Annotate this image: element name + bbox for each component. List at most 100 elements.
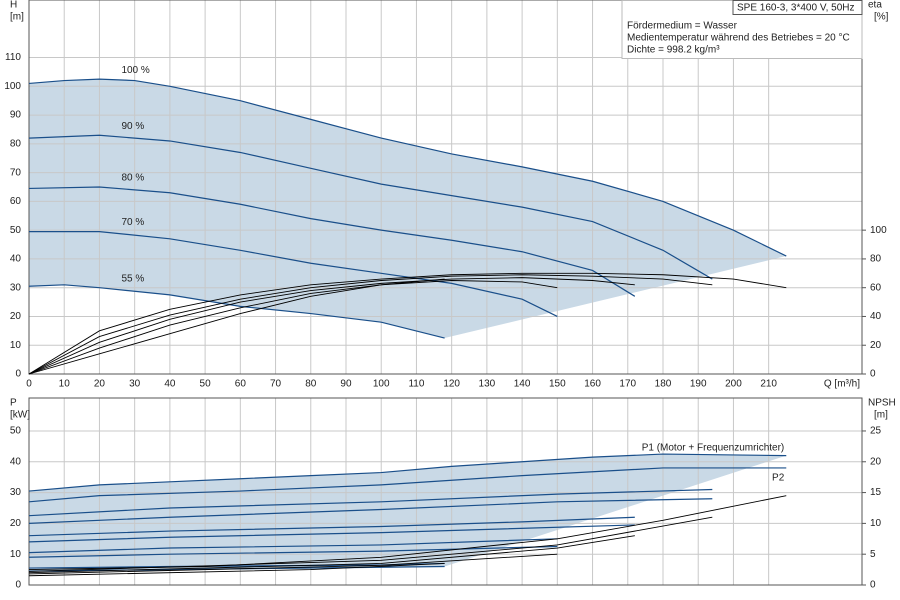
y-tick-label: 30 bbox=[10, 282, 22, 293]
x-tick-label: 170 bbox=[619, 379, 636, 390]
series-label: 70 % bbox=[121, 217, 144, 228]
model-box bbox=[732, 0, 863, 15]
y-axis-label: [m] bbox=[10, 12, 24, 23]
y-axis-label: H bbox=[10, 0, 17, 11]
y-tick-label: 80 bbox=[10, 138, 22, 149]
series-label: P2 bbox=[772, 473, 785, 484]
secondary-line bbox=[28, 553, 558, 575]
secondary-line bbox=[28, 562, 445, 577]
y-tick-label: 90 bbox=[10, 110, 22, 121]
line bbox=[28, 453, 787, 492]
secondary-line bbox=[28, 535, 635, 574]
y2-tick-label: 40 bbox=[870, 311, 882, 322]
y-tick-label: 0 bbox=[15, 580, 21, 591]
x-tick-label: 70 bbox=[270, 379, 282, 390]
secondary-line bbox=[28, 278, 445, 375]
secondary-line bbox=[28, 277, 635, 375]
y-tick-label: 60 bbox=[10, 196, 22, 207]
line bbox=[28, 186, 636, 297]
line bbox=[28, 562, 445, 569]
y2-tick-label: 25 bbox=[870, 426, 882, 437]
y-tick-label: 50 bbox=[10, 225, 22, 236]
operating-range bbox=[29, 454, 787, 572]
x-tick-label: 30 bbox=[129, 379, 141, 390]
x-tick-label: 40 bbox=[164, 379, 176, 390]
y-tick-label: 40 bbox=[10, 254, 22, 265]
x-tick-label: 190 bbox=[690, 379, 707, 390]
line bbox=[29, 230, 558, 318]
plot-frame bbox=[28, 397, 863, 586]
line bbox=[28, 488, 713, 517]
y-tick-label: 50 bbox=[10, 426, 22, 437]
line bbox=[28, 284, 445, 339]
plot-frame bbox=[28, 0, 863, 375]
series-label: 80 % bbox=[121, 173, 144, 184]
y-tick-label: 70 bbox=[10, 167, 22, 178]
y-tick-label: 20 bbox=[10, 311, 22, 322]
y-axis-label: [kW] bbox=[10, 410, 30, 421]
y2-tick-label: 20 bbox=[870, 340, 882, 351]
model-name: SPE 160-3, 3*400 V, 50Hz bbox=[737, 3, 855, 14]
line bbox=[28, 134, 713, 280]
x-tick-label: 130 bbox=[479, 379, 496, 390]
secondary-line bbox=[28, 516, 713, 572]
x-tick-label: 10 bbox=[59, 379, 71, 390]
y2-tick-label: 5 bbox=[870, 549, 876, 560]
line bbox=[28, 516, 635, 537]
y2-axis-label: [m] bbox=[874, 410, 888, 421]
line bbox=[28, 524, 635, 543]
line bbox=[28, 545, 558, 558]
y2-tick-label: 100 bbox=[870, 225, 887, 236]
y2-axis-label: [%] bbox=[874, 12, 889, 23]
series-label: 100 % bbox=[121, 65, 149, 76]
y2-tick-label: 0 bbox=[870, 580, 876, 591]
x-tick-label: 140 bbox=[514, 379, 531, 390]
x-tick-label: 100 bbox=[373, 379, 390, 390]
y-tick-label: 20 bbox=[10, 518, 22, 529]
y2-tick-label: 10 bbox=[870, 518, 882, 529]
info-line: Medientemperatur während des Betriebes =… bbox=[627, 33, 850, 44]
y-tick-label: 0 bbox=[15, 369, 21, 380]
secondary-line bbox=[28, 280, 558, 375]
y-tick-label: 10 bbox=[10, 340, 22, 351]
y-tick-label: 110 bbox=[5, 52, 21, 63]
y2-tick-label: 15 bbox=[870, 487, 882, 498]
series-label: 90 % bbox=[121, 121, 144, 132]
y-tick-label: 10 bbox=[10, 549, 22, 560]
secondary-line bbox=[28, 272, 787, 375]
x-axis-label: Q [m³/h] bbox=[824, 379, 860, 390]
series-label: 55 % bbox=[121, 273, 144, 284]
x-tick-label: 210 bbox=[760, 379, 777, 390]
x-tick-label: 50 bbox=[200, 379, 212, 390]
y-tick-label: 100 bbox=[4, 81, 21, 92]
line bbox=[28, 78, 787, 257]
x-tick-label: 120 bbox=[443, 379, 460, 390]
line bbox=[28, 498, 713, 524]
x-tick-label: 0 bbox=[26, 379, 32, 390]
x-tick-label: 160 bbox=[584, 379, 601, 390]
y2-axis-label: NPSH bbox=[868, 398, 896, 409]
info-line: Fördermedium = Wasser bbox=[627, 21, 738, 32]
info-line: Dichte = 998.2 kg/m³ bbox=[627, 45, 720, 56]
y2-tick-label: 20 bbox=[870, 456, 882, 467]
secondary-line bbox=[28, 274, 713, 375]
series-label: P1 (Motor + Frequenzumrichter) bbox=[642, 442, 785, 453]
x-tick-label: 180 bbox=[655, 379, 672, 390]
line bbox=[28, 467, 787, 503]
y2-tick-label: 60 bbox=[870, 282, 882, 293]
y2-axis-label: eta bbox=[868, 0, 882, 11]
y2-tick-label: 0 bbox=[870, 369, 876, 380]
x-tick-label: 150 bbox=[549, 379, 566, 390]
y-tick-label: 40 bbox=[10, 456, 22, 467]
x-tick-label: 80 bbox=[305, 379, 317, 390]
y-axis-label: P bbox=[10, 398, 17, 409]
y-tick-label: 30 bbox=[10, 487, 22, 498]
y2-tick-label: 80 bbox=[870, 254, 882, 265]
x-tick-label: 200 bbox=[725, 379, 742, 390]
x-tick-label: 20 bbox=[94, 379, 106, 390]
x-tick-label: 110 bbox=[408, 379, 424, 390]
line bbox=[28, 538, 558, 554]
x-tick-label: 90 bbox=[340, 379, 352, 390]
x-tick-label: 60 bbox=[235, 379, 247, 390]
